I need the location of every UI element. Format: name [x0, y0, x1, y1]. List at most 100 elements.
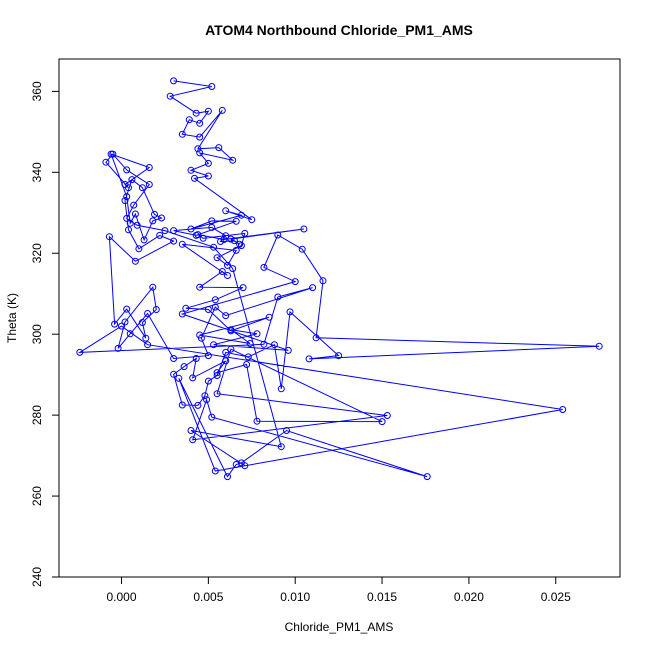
- data-point: [213, 369, 221, 377]
- data-point: [149, 283, 157, 291]
- data-point: [222, 312, 230, 320]
- data-point: [123, 214, 131, 222]
- data-point: [218, 268, 226, 275]
- data-point: [215, 144, 223, 152]
- y-tick-label: 280: [30, 405, 44, 425]
- data-point: [131, 210, 139, 218]
- data-point: [265, 313, 273, 321]
- data-point: [170, 370, 178, 378]
- data-point: [194, 145, 202, 153]
- data-point: [145, 181, 153, 188]
- data-point: [192, 109, 200, 117]
- data-point: [161, 227, 169, 235]
- data-point: [210, 243, 218, 251]
- data-point: [191, 174, 198, 182]
- data-point: [229, 156, 237, 164]
- data-point: [246, 340, 254, 347]
- data-point: [260, 263, 268, 271]
- data-point: [253, 330, 261, 338]
- data-point: [230, 237, 238, 245]
- data-point: [196, 149, 204, 157]
- data-point: [220, 236, 228, 243]
- data-point: [232, 461, 240, 468]
- data-point: [201, 392, 209, 400]
- data-point: [204, 377, 212, 385]
- y-tick-label: 360: [30, 81, 44, 101]
- data-point: [170, 237, 178, 245]
- data-point: [208, 413, 216, 421]
- data-point: [194, 231, 202, 239]
- data-point: [204, 159, 212, 167]
- data-point: [243, 361, 251, 368]
- data-point: [178, 310, 186, 318]
- data-point: [197, 334, 205, 342]
- data-point: [199, 234, 207, 242]
- data-point: [204, 352, 212, 360]
- data-point: [142, 334, 150, 342]
- data-point: [170, 355, 178, 362]
- data-point: [284, 346, 292, 354]
- data-point: [178, 240, 186, 248]
- data-point: [204, 172, 212, 180]
- data-point: [312, 334, 320, 342]
- data-point: [213, 372, 221, 379]
- data-point: [187, 225, 195, 233]
- data-point: [224, 261, 231, 269]
- data-point: [189, 374, 197, 382]
- data-point: [166, 92, 174, 100]
- chart-title: ATOM4 Northbound Chloride_PM1_AMS: [205, 22, 473, 38]
- data-point: [300, 225, 308, 233]
- data-point: [213, 390, 221, 398]
- data-point: [217, 238, 224, 245]
- data-point: [126, 219, 134, 227]
- data-point: [144, 310, 152, 317]
- data-point: [185, 116, 193, 124]
- data-point: [204, 107, 212, 115]
- data-point: [125, 184, 132, 192]
- data-point: [270, 341, 278, 349]
- data-point: [309, 284, 317, 292]
- data-point: [241, 229, 249, 237]
- data-point: [175, 374, 183, 382]
- y-axis: 240 260 280 300 320 340 360: [30, 81, 59, 587]
- data-point: [130, 201, 138, 209]
- data-point: [151, 210, 158, 218]
- data-point: [194, 401, 202, 409]
- data-point: [218, 106, 226, 114]
- series-lines: [77, 80, 600, 478]
- data-point: [158, 214, 165, 222]
- data-point: [227, 345, 235, 353]
- data-point: [227, 326, 235, 334]
- series-points: [76, 77, 603, 481]
- data-point: [102, 158, 110, 166]
- data-point: [595, 342, 603, 350]
- x-tick-label: 0.010: [280, 590, 310, 604]
- data-point: [189, 436, 197, 444]
- data-point: [211, 467, 219, 475]
- data-point: [114, 344, 122, 352]
- data-point: [211, 303, 219, 311]
- data-point: [222, 207, 230, 215]
- data-point: [378, 418, 386, 426]
- data-point: [222, 348, 230, 356]
- data-point: [224, 272, 231, 279]
- data-point: [237, 242, 245, 250]
- data-point: [187, 166, 195, 174]
- data-point: [156, 231, 164, 239]
- data-point: [383, 412, 391, 419]
- data-point: [319, 277, 327, 285]
- data-point: [208, 83, 216, 90]
- data-point: [123, 305, 131, 313]
- data-point: [559, 406, 567, 413]
- data-point: [227, 235, 235, 243]
- y-tick-label: 300: [30, 324, 44, 344]
- data-point: [144, 341, 152, 349]
- data-point: [208, 223, 216, 231]
- data-point: [111, 320, 119, 328]
- y-tick-label: 320: [30, 243, 44, 263]
- y-tick-label: 260: [30, 486, 44, 506]
- data-point: [170, 227, 178, 235]
- series-line: [77, 80, 600, 478]
- data-point: [283, 427, 290, 434]
- data-point: [274, 231, 282, 239]
